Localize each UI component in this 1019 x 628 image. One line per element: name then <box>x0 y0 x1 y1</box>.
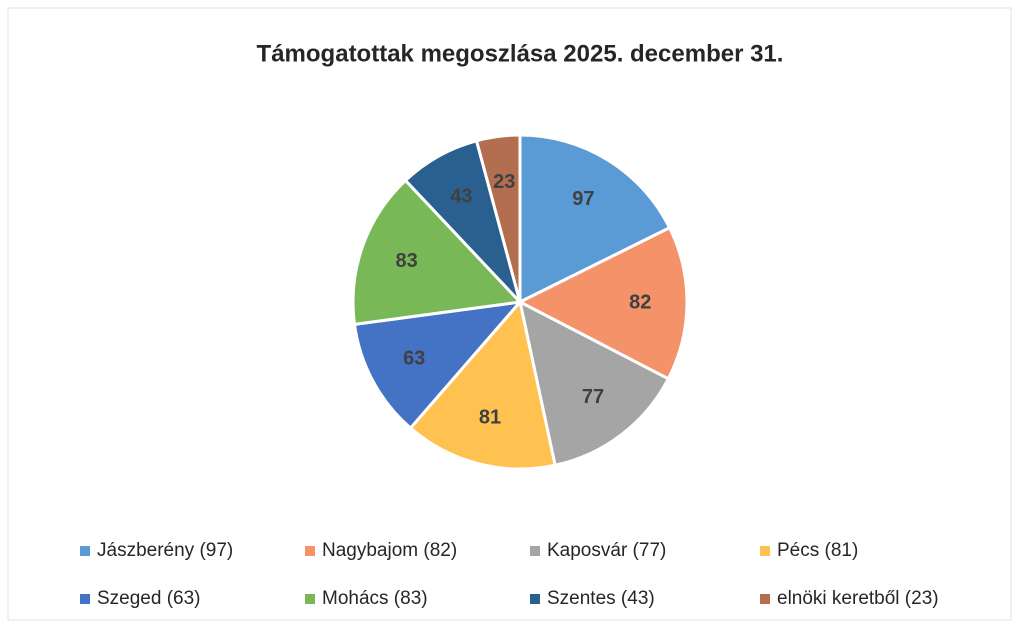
pie-slice <box>517 299 671 468</box>
pie-slice <box>518 133 672 305</box>
pie-slice <box>351 178 524 327</box>
data-label: 97 <box>572 188 594 210</box>
legend-swatch <box>760 546 770 556</box>
legend-swatch <box>530 594 540 604</box>
legend-swatch <box>305 594 315 604</box>
data-label: 82 <box>629 291 651 313</box>
data-label: 63 <box>403 347 425 369</box>
data-label: 83 <box>396 250 418 272</box>
pie-slice <box>474 133 522 303</box>
pie-slice <box>408 298 557 471</box>
legend-label: Szeged (63) <box>97 588 201 609</box>
chart-title: Támogatottak megoszlása 2025. december 3… <box>257 40 784 67</box>
legend-label: elnöki keretből (23) <box>777 588 939 609</box>
data-label: 77 <box>582 386 604 408</box>
data-label: 81 <box>479 407 501 429</box>
legend-swatch <box>80 594 90 604</box>
pie-slice <box>352 299 524 431</box>
legend-swatch <box>530 546 540 556</box>
pie-slice <box>516 225 689 381</box>
data-label: 43 <box>450 185 472 207</box>
legend-label: Jászberény (97) <box>97 540 233 561</box>
legend-label: Nagybajom (82) <box>322 540 457 561</box>
legend-label: Szentes (43) <box>547 588 655 609</box>
legend-label: Kaposvár (77) <box>547 540 666 561</box>
data-label: 23 <box>493 171 515 193</box>
legend-label: Mohács (83) <box>322 588 428 609</box>
legend-swatch <box>760 594 770 604</box>
legend-label: Pécs (81) <box>777 540 858 561</box>
legend-swatch <box>80 546 90 556</box>
legend-swatch <box>305 546 315 556</box>
